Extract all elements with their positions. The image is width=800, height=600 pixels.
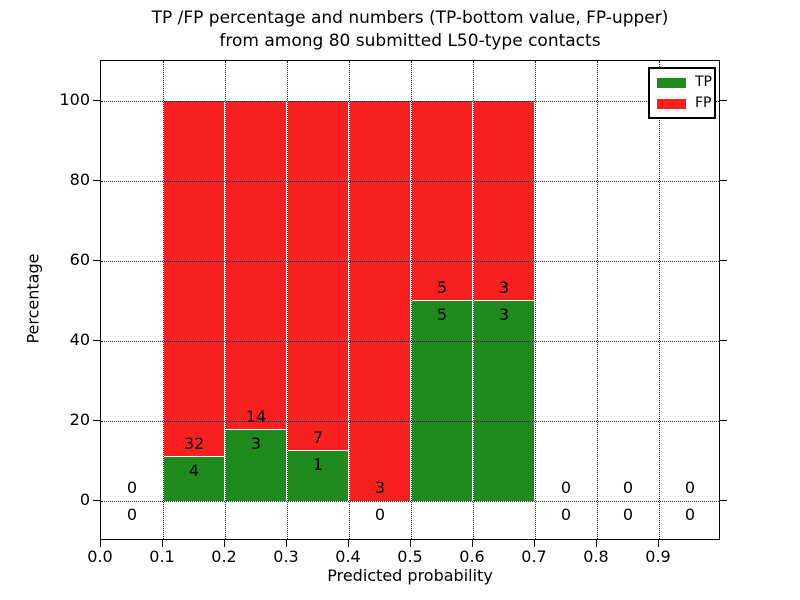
x-tick-label: 0.3: [273, 547, 299, 566]
x-tick-label: 0.9: [645, 547, 671, 566]
x-tick-mark: [100, 540, 101, 547]
tp-bar-segment: [288, 451, 348, 501]
x-tick-label: 0.2: [211, 547, 237, 566]
fp-bar-segment: [164, 101, 224, 456]
tp-bar-segment: [474, 301, 534, 501]
x-tick-mark: [348, 540, 349, 547]
tp-count-label: 0: [622, 505, 634, 524]
tp-count-label: 0: [560, 505, 572, 524]
y-gridline: [101, 101, 719, 102]
fp-count-label: 0: [126, 478, 138, 497]
x-axis-label: Predicted probability: [327, 566, 493, 585]
legend-item-fp: FP: [657, 95, 712, 112]
tp-bar-segment: [412, 301, 472, 501]
tp-count-label: 5: [436, 305, 448, 324]
y-tick-mark-left: [93, 420, 100, 421]
x-tick-mark: [286, 540, 287, 547]
y-tick-label: 80: [69, 170, 90, 189]
x-tick-label: 0.5: [397, 547, 423, 566]
legend-item-tp: TP: [657, 74, 712, 91]
x-tick-label: 0.6: [459, 547, 485, 566]
tp-count-label: 1: [312, 455, 324, 474]
plot-area: 0 0 32 4 14 3 7 1 3 0 5 5 3 3 0 0 0 0 0 0 TP FP: [100, 60, 720, 540]
y-tick-mark-right: [720, 500, 727, 501]
x-tick-mark: [658, 540, 659, 547]
y-tick-mark-right: [720, 340, 727, 341]
x-gridline: [225, 61, 226, 539]
y-tick-label: 0: [79, 490, 90, 509]
y-gridline: [101, 501, 719, 502]
tp-count-label: 0: [374, 505, 386, 524]
fp-count-label: 7: [312, 428, 324, 447]
x-gridline: [411, 61, 412, 539]
fp-bar-segment: [474, 101, 534, 300]
x-tick-mark: [162, 540, 163, 547]
x-tick-mark: [534, 540, 535, 547]
fp-count-label: 0: [560, 478, 572, 497]
y-axis-label: Percentage: [23, 253, 43, 344]
x-tick-mark: [410, 540, 411, 547]
tp-bar-segment: [226, 430, 286, 501]
tp-legend-label: TP: [695, 74, 712, 90]
fp-count-label: 3: [374, 478, 386, 497]
x-gridline: [473, 61, 474, 539]
y-tick-mark-left: [93, 340, 100, 341]
y-tick-mark-left: [93, 100, 100, 101]
fp-legend-label: FP: [695, 95, 712, 111]
x-tick-mark: [224, 540, 225, 547]
x-tick-label: 0.1: [149, 547, 175, 566]
y-gridline: [101, 261, 719, 262]
fp-bar-segment: [226, 101, 286, 430]
x-tick-label: 0.0: [87, 547, 113, 566]
x-tick-label: 0.7: [521, 547, 547, 566]
x-gridline: [535, 61, 536, 539]
tp-count-label: 3: [250, 434, 262, 454]
fp-count-label: 32: [183, 433, 205, 453]
y-tick-mark-left: [93, 500, 100, 501]
fp-count-label: 5: [436, 278, 448, 297]
x-tick-mark: [596, 540, 597, 547]
tp-legend-swatch: [657, 77, 686, 88]
x-tick-label: 0.8: [583, 547, 609, 566]
x-gridline: [163, 61, 164, 539]
fp-bar-segment: [350, 101, 410, 501]
legend: TP FP: [648, 67, 716, 119]
x-gridline: [287, 61, 288, 539]
y-tick-mark-right: [720, 420, 727, 421]
fp-count-label: 0: [622, 478, 634, 497]
chart-title: TP /FP percentage and numbers (TP-bottom…: [100, 7, 720, 53]
y-tick-mark-left: [93, 180, 100, 181]
tp-bar-segment: [164, 456, 224, 501]
fp-legend-swatch: [657, 98, 686, 109]
fp-count-label: 0: [684, 478, 696, 497]
tp-count-label: 0: [126, 505, 138, 524]
y-tick-label: 100: [59, 90, 90, 109]
y-tick-label: 60: [69, 250, 90, 269]
fp-count-label: 3: [498, 278, 510, 297]
y-tick-mark-left: [93, 260, 100, 261]
y-tick-label: 20: [69, 410, 90, 429]
y-gridline: [101, 181, 719, 182]
x-gridline: [659, 61, 660, 539]
fp-bar-segment: [288, 101, 348, 450]
y-tick-label: 40: [69, 330, 90, 349]
chart-title-line1: TP /FP percentage and numbers (TP-bottom…: [151, 8, 669, 28]
tp-count-label: 3: [498, 305, 510, 324]
y-tick-mark-right: [720, 100, 727, 101]
x-gridline: [597, 61, 598, 539]
x-gridline: [349, 61, 350, 539]
y-gridline: [101, 341, 719, 342]
fp-bar-segment: [412, 101, 472, 300]
tp-count-label: 0: [684, 505, 696, 524]
y-gridline: [101, 421, 719, 422]
fp-count-label: 14: [245, 407, 267, 427]
y-tick-mark-right: [720, 180, 727, 181]
tp-count-label: 4: [188, 460, 200, 480]
x-tick-label: 0.4: [335, 547, 361, 566]
y-tick-mark-right: [720, 260, 727, 261]
chart-title-line2: from among 80 submitted L50-type contact…: [219, 31, 601, 51]
x-tick-mark: [472, 540, 473, 547]
